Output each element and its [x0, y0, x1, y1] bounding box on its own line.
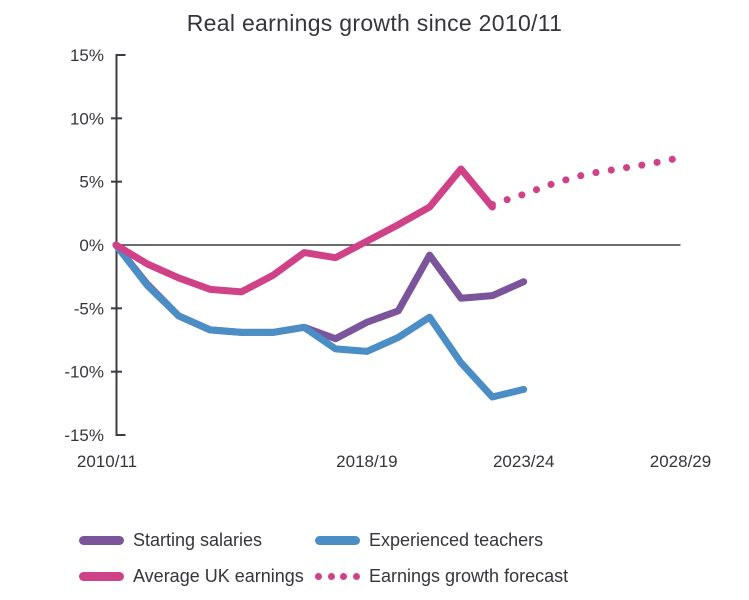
x-tick-label: 2018/19	[336, 452, 397, 471]
series-line-0-solid	[112, 241, 528, 343]
legend-dot-icon	[315, 573, 322, 580]
y-tick-label: -15%	[64, 426, 104, 445]
legend-dot-icon	[352, 573, 360, 580]
legend-item-experienced-teachers: Experienced teachers	[315, 530, 568, 551]
series-line-3-dotted	[488, 154, 684, 208]
y-tick-label: 15%	[70, 46, 104, 65]
series-line-1-solid	[112, 241, 528, 401]
y-tick-label: 0%	[79, 236, 104, 255]
starting-salaries-swatch-icon	[79, 536, 124, 545]
chart-title: Real earnings growth since 2010/11	[186, 10, 563, 36]
legend-dot-icon	[340, 573, 348, 580]
legend-item-average-uk-earnings: Average UK earnings	[79, 566, 315, 587]
legend-item-starting-salaries: Starting salaries	[79, 530, 315, 551]
legend-label-earnings-growth-forecast: Earnings growth forecast	[369, 566, 569, 586]
chart-canvas: 15% 10% 5% 0% -5% -10% -15% 2010/11 2018/19 2023/…	[64, 46, 711, 471]
experienced-teachers-swatch-icon	[315, 536, 360, 545]
legend-label-experienced-teachers: Experienced teachers	[369, 530, 544, 550]
x-tick-label: 2010/11	[77, 452, 137, 471]
y-tick-label: 5%	[79, 173, 104, 192]
legend-item-earnings-growth-forecast: Earnings growth forecast	[315, 566, 568, 587]
x-tick-label: 2028/29	[650, 452, 711, 471]
series-line-2-solid	[112, 165, 496, 296]
y-tick-label: -5%	[74, 299, 104, 318]
legend-label-average-uk-earnings: Average UK earnings	[133, 566, 304, 586]
legend: Starting salaries Experienced teachers A…	[79, 530, 568, 587]
x-tick-label: 2023/24	[493, 452, 554, 471]
average-uk-earnings-swatch-icon	[79, 572, 124, 581]
legend-dot-icon	[327, 573, 335, 580]
earnings-growth-forecast-dots-icon	[315, 572, 360, 581]
legend-label-starting-salaries: Starting salaries	[133, 530, 263, 550]
y-tick-label: 10%	[70, 109, 104, 128]
y-tick-label: -10%	[64, 363, 104, 382]
